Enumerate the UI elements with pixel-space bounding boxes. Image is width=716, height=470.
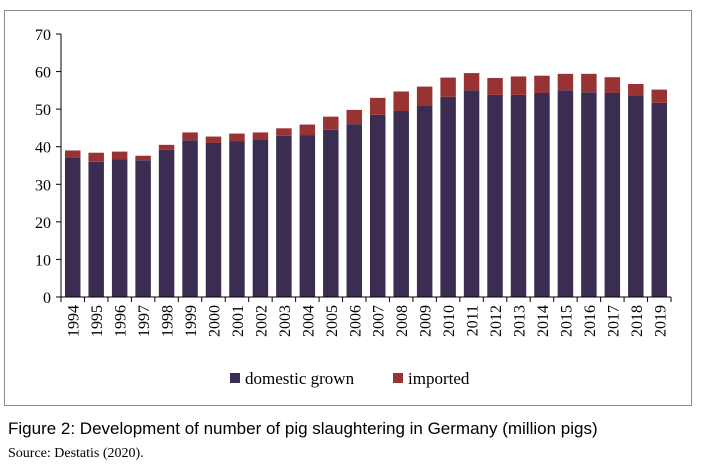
- y-tick-label: 0: [43, 290, 51, 307]
- x-tick-label: 1994: [66, 305, 83, 337]
- x-tick-label: 1998: [160, 305, 177, 337]
- legend: domestic grown imported: [230, 369, 470, 388]
- x-tick-label: 2004: [300, 305, 317, 337]
- bar-imported-2007: [369, 97, 386, 115]
- bar-imported-1995: [88, 152, 104, 162]
- x-tick-label: 2006: [347, 305, 364, 337]
- x-tick-label: 2001: [230, 305, 247, 337]
- legend-label-domestic: domestic grown: [245, 369, 355, 388]
- bar-domestic-2012: [487, 94, 503, 297]
- legend-swatch-imported: [393, 373, 403, 383]
- bar-imported-1996: [111, 151, 128, 160]
- bar-imported-2003: [276, 128, 292, 136]
- y-tick-label: 60: [35, 65, 51, 82]
- x-tick-label: 2014: [535, 305, 552, 337]
- bar-imported-2009: [416, 86, 433, 106]
- chart-frame: 0 10 20 30 40 50 60 70 1994 1995 1996 1997 1998 1999…: [4, 10, 692, 406]
- bar-imported-2015: [557, 73, 574, 91]
- bar-domestic-2006: [346, 124, 363, 298]
- bar-imported-1994: [64, 150, 81, 158]
- bar-imported-1997: [135, 155, 151, 161]
- bar-domestic-2019: [651, 102, 668, 298]
- x-tick-label: 2012: [488, 305, 505, 337]
- x-tick-label: 2010: [441, 305, 458, 337]
- bar-domestic-2011: [463, 90, 480, 297]
- bar-domestic-2007: [369, 114, 386, 298]
- bar-domestic-2016: [581, 92, 597, 297]
- bar-domestic-2017: [604, 92, 621, 297]
- legend-swatch-domestic: [230, 373, 240, 383]
- bars: [64, 73, 668, 298]
- bar-imported-2002: [252, 132, 269, 140]
- y-tick-label: 50: [35, 102, 51, 119]
- bar-domestic-2004: [299, 135, 316, 297]
- x-tick-label: 2000: [207, 305, 224, 337]
- bar-imported-2013: [510, 76, 527, 95]
- x-tick-label: 2002: [253, 305, 270, 337]
- bar-imported-2012: [487, 77, 503, 95]
- bar-imported-2010: [440, 77, 456, 97]
- x-tick-label: 2018: [629, 305, 646, 337]
- x-tick-label: 1996: [113, 305, 130, 337]
- figure-source: Source: Destatis (2020).: [8, 446, 144, 461]
- x-tick-label: 2016: [582, 305, 599, 337]
- bar-domestic-1994: [64, 157, 81, 297]
- bar-domestic-2013: [510, 94, 527, 297]
- bar-imported-2001: [229, 133, 245, 142]
- bar-imported-2000: [205, 136, 222, 143]
- bar-domestic-2005: [323, 129, 339, 297]
- x-tick-label: 2008: [394, 305, 411, 337]
- bar-imported-2014: [534, 75, 550, 93]
- bar-domestic-1997: [135, 160, 151, 297]
- bar-domestic-2015: [557, 90, 574, 297]
- bar-imported-2008: [393, 91, 409, 112]
- bar-imported-2011: [463, 73, 480, 91]
- bar-imported-2017: [604, 77, 621, 93]
- bar-imported-2018: [628, 83, 644, 96]
- bar-domestic-2001: [229, 141, 245, 297]
- x-tick-label: 2013: [512, 305, 529, 337]
- legend-label-imported: imported: [408, 369, 470, 388]
- bar-domestic-2000: [205, 142, 222, 297]
- bar-domestic-1996: [111, 159, 128, 297]
- bar-imported-2019: [651, 89, 668, 103]
- bar-domestic-2014: [534, 92, 550, 297]
- y-tick-label: 70: [35, 27, 51, 44]
- bar-domestic-2009: [416, 105, 433, 297]
- x-tick-label: 2015: [558, 305, 575, 337]
- bar-domestic-2010: [440, 96, 456, 297]
- bar-domestic-2002: [252, 139, 269, 297]
- bar-domestic-2018: [628, 95, 644, 297]
- bar-domestic-1998: [158, 149, 175, 297]
- y-tick-label: 40: [35, 140, 51, 157]
- x-tick-label: 2011: [465, 305, 482, 336]
- bar-domestic-2008: [393, 111, 409, 298]
- x-tick-label: 2017: [605, 305, 622, 337]
- y-tick-label: 20: [35, 215, 51, 232]
- x-tick-label: 2003: [277, 305, 294, 337]
- stacked-bar-chart: 0 10 20 30 40 50 60 70 1994 1995 1996 1997 1998 1999…: [35, 27, 672, 388]
- x-tick-label: 1997: [136, 305, 153, 337]
- bar-domestic-1999: [182, 140, 198, 297]
- bar-imported-2005: [323, 116, 339, 130]
- x-axis: 1994 1995 1996 1997 1998 1999 2000 2001 2002 2003…: [60, 296, 672, 337]
- x-tick-label: 2007: [371, 305, 388, 337]
- bar-imported-2016: [581, 73, 597, 93]
- x-tick-label: 1995: [89, 305, 106, 337]
- y-tick-label: 10: [35, 252, 51, 269]
- bar-imported-1999: [182, 132, 198, 141]
- x-tick-label: 2005: [324, 305, 341, 337]
- bar-imported-2004: [299, 124, 316, 136]
- y-axis: 0 10 20 30 40 50 60 70: [35, 27, 62, 307]
- bar-imported-1998: [158, 144, 175, 150]
- bar-domestic-1995: [88, 161, 104, 297]
- x-tick-label: 2009: [418, 305, 435, 337]
- x-tick-label: 1999: [183, 305, 200, 337]
- x-tick-label: 2019: [652, 305, 669, 337]
- figure-caption: Figure 2: Development of number of pig s…: [8, 419, 598, 438]
- bar-imported-2006: [346, 109, 363, 125]
- y-tick-label: 30: [35, 177, 51, 194]
- bar-domestic-2003: [276, 135, 292, 297]
